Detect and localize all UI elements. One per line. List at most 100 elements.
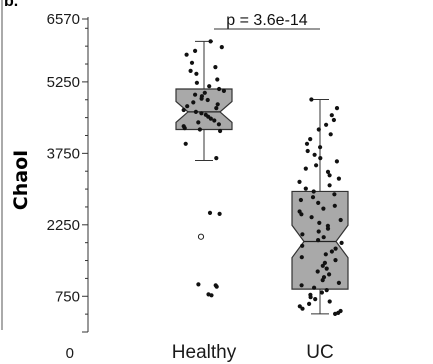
outlier-point xyxy=(197,233,205,240)
data-point xyxy=(221,88,226,93)
data-point xyxy=(199,96,204,101)
data-point xyxy=(334,159,339,164)
data-point xyxy=(333,311,338,316)
data-point xyxy=(303,166,308,171)
data-point xyxy=(309,215,314,220)
data-point xyxy=(320,263,325,268)
x-category-label: Healthy xyxy=(172,342,237,363)
data-point xyxy=(329,113,334,118)
data-point xyxy=(318,145,323,150)
y-tick-label: 750 xyxy=(55,288,80,305)
box-layer xyxy=(175,40,349,315)
data-point xyxy=(334,106,340,111)
data-point xyxy=(304,141,310,146)
data-point xyxy=(338,217,343,223)
data-point xyxy=(336,280,341,285)
p-value-annotation: p = 3.6e-14 xyxy=(226,12,308,29)
data-point xyxy=(307,301,312,306)
data-point xyxy=(315,269,320,274)
data-point xyxy=(300,243,305,248)
data-point xyxy=(215,102,220,107)
data-point xyxy=(196,282,201,287)
y-axis: 0 750 2250 3750 5250 6570 xyxy=(47,11,89,362)
y-tick-label: 0 xyxy=(66,345,74,362)
data-point xyxy=(298,197,303,203)
data-point xyxy=(331,117,336,123)
data-point xyxy=(193,109,198,114)
data-point xyxy=(208,116,213,121)
data-point xyxy=(319,290,324,295)
data-point xyxy=(313,297,318,302)
data-point xyxy=(215,77,220,82)
data-point xyxy=(314,163,319,168)
data-point xyxy=(323,252,328,257)
data-point xyxy=(299,255,304,260)
data-point xyxy=(213,65,218,70)
data-point xyxy=(214,284,219,289)
data-point xyxy=(218,128,223,134)
data-point xyxy=(217,86,222,92)
data-point xyxy=(324,122,329,127)
data-point xyxy=(205,97,210,103)
data-point xyxy=(299,212,304,217)
data-point xyxy=(309,97,314,102)
data-point xyxy=(297,179,302,184)
y-tick-label: 3750 xyxy=(47,145,80,162)
data-point xyxy=(324,266,329,271)
data-point xyxy=(327,272,332,277)
data-point xyxy=(183,141,188,146)
data-point xyxy=(310,195,316,200)
label-layer: b. ChaoI Healthy UC p = 3.6e-14 xyxy=(4,0,334,363)
data-point xyxy=(299,283,304,288)
data-point xyxy=(317,220,322,225)
data-point xyxy=(333,246,338,251)
data-point xyxy=(339,240,344,245)
data-point xyxy=(312,285,317,290)
data-point xyxy=(191,100,196,105)
data-point xyxy=(196,120,201,125)
data-point xyxy=(327,173,332,178)
data-point xyxy=(208,39,213,44)
data-point xyxy=(193,48,198,54)
data-point xyxy=(193,92,198,97)
data-point xyxy=(332,203,337,208)
data-point xyxy=(182,126,187,131)
data-point xyxy=(300,306,305,311)
data-point xyxy=(212,118,217,123)
data-point xyxy=(300,232,305,237)
y-tick-label: 5250 xyxy=(47,74,80,91)
data-point xyxy=(327,183,332,188)
data-point xyxy=(217,211,222,216)
x-category-label: UC xyxy=(306,342,333,363)
data-point xyxy=(194,80,199,85)
data-point xyxy=(185,104,190,109)
data-point xyxy=(318,156,323,161)
y-tick-label: 6570 xyxy=(47,11,80,28)
data-point xyxy=(308,137,313,142)
data-point xyxy=(327,299,332,304)
data-point xyxy=(336,176,341,181)
data-point xyxy=(194,71,199,76)
data-point xyxy=(189,60,195,65)
point-layer xyxy=(181,39,344,316)
data-point xyxy=(202,90,207,95)
data-point xyxy=(324,288,329,293)
data-point xyxy=(181,107,186,113)
data-point xyxy=(209,293,214,298)
data-point xyxy=(328,132,333,137)
panel-label: b. xyxy=(4,0,18,10)
data-point xyxy=(322,260,327,265)
data-point xyxy=(308,295,313,300)
data-point xyxy=(316,200,321,205)
data-point xyxy=(216,122,221,127)
y-tick-label: 2250 xyxy=(47,217,80,234)
data-point xyxy=(312,152,317,157)
data-point xyxy=(321,206,326,211)
data-point xyxy=(316,238,321,243)
data-point xyxy=(199,111,204,116)
data-point xyxy=(325,226,331,231)
data-point xyxy=(188,68,193,73)
data-point xyxy=(197,127,202,132)
data-point xyxy=(325,169,331,174)
